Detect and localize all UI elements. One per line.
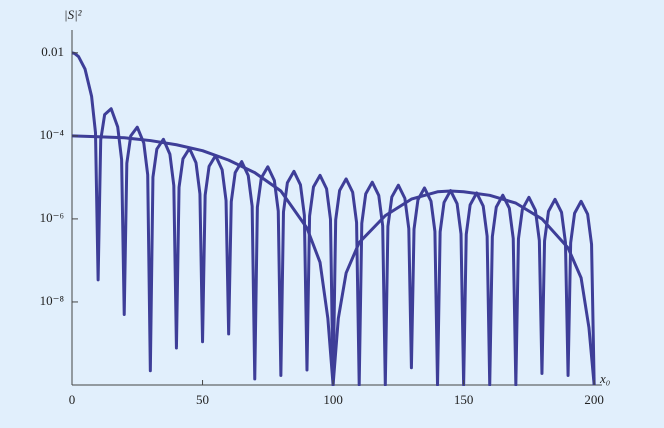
series-line <box>72 51 596 386</box>
x-tick-label: 0 <box>69 392 76 407</box>
y-tick-label: 10⁻⁴ <box>40 127 65 142</box>
series-line <box>72 134 596 386</box>
y-tick-label: 10⁻⁸ <box>40 293 65 308</box>
y-tick-label: 10⁻⁶ <box>40 210 64 225</box>
y-axis-label: |S|² <box>64 7 83 22</box>
x-tick-label: 50 <box>196 392 209 407</box>
x-tick-label: 150 <box>454 392 474 407</box>
plot-area <box>72 51 596 386</box>
y-tick-label: 0.01 <box>41 44 64 59</box>
x-axis-label: x₀ <box>599 371 610 386</box>
x-tick-label: 100 <box>323 392 343 407</box>
x-tick-label: 200 <box>584 392 604 407</box>
